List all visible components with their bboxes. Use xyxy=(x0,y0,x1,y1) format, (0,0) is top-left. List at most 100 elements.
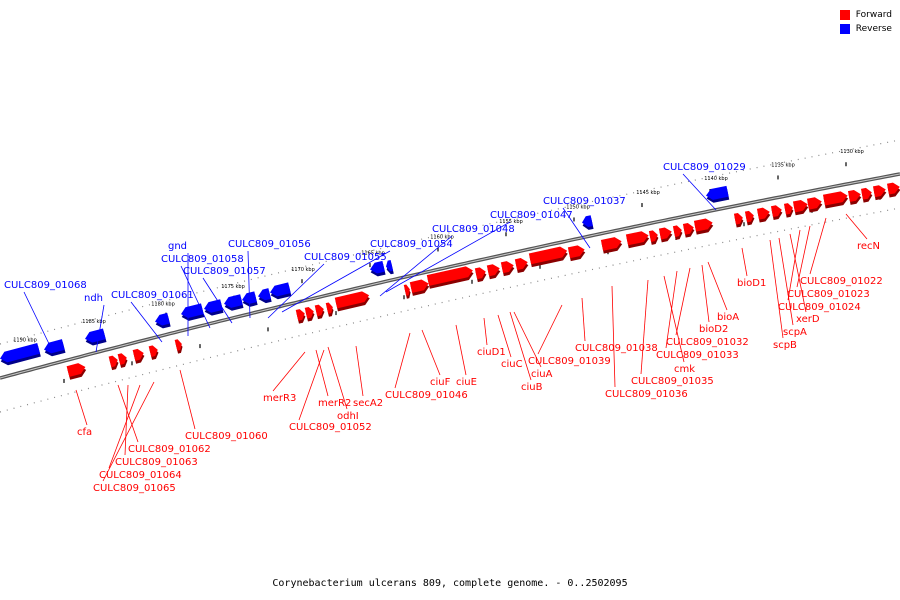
forward-gene-label: ciuF xyxy=(430,377,451,388)
forward-leader-line xyxy=(537,304,563,355)
forward-leader-line xyxy=(315,349,329,397)
forward-gene-label: CULC809_01023 xyxy=(787,289,870,300)
reverse-leader-line xyxy=(385,221,511,293)
forward-gene-label: CULC809_01060 xyxy=(185,431,268,442)
forward-gene-label: bioA xyxy=(717,312,739,323)
forward-gene-arrow xyxy=(672,225,683,240)
forward-leader-line xyxy=(663,275,685,363)
gene-arrow-body xyxy=(66,363,86,377)
gene-arrow-body xyxy=(295,309,305,321)
gene-arrow-body xyxy=(44,339,65,354)
forward-leader-line xyxy=(509,311,532,381)
gene-arrow-body xyxy=(224,294,243,308)
reverse-leader-line xyxy=(281,250,391,313)
forward-gene-arrow xyxy=(426,266,474,289)
forward-gene-arrow xyxy=(822,191,849,209)
reverse-gene-label: CULC809_01055 xyxy=(304,252,387,263)
gene-arrow-body xyxy=(108,355,118,368)
kbp-label: 1135 kbp xyxy=(771,162,795,168)
forward-leader-line xyxy=(581,297,586,342)
forward-gene-label: merR3 xyxy=(263,393,296,404)
forward-gene-label: recN xyxy=(857,241,880,252)
forward-gene-arrow xyxy=(658,227,673,243)
forward-gene-arrow xyxy=(792,200,809,216)
gene-arrow-body xyxy=(567,245,585,259)
forward-leader-line xyxy=(327,346,348,410)
reverse-gene-arrow xyxy=(155,312,171,329)
forward-gene-arrow xyxy=(682,222,695,238)
gene-arrow-body xyxy=(693,218,713,232)
kbp-label: 1165 kbp xyxy=(361,250,385,256)
gene-arrow-body xyxy=(886,182,900,195)
reverse-gene-arrow xyxy=(582,215,594,230)
forward-swatch xyxy=(839,10,850,20)
reverse-gene-label: CULC809_01054 xyxy=(370,239,453,250)
forward-gene-arrow xyxy=(744,210,755,226)
gene-arrow-body xyxy=(117,353,127,365)
forward-gene-arrow xyxy=(304,306,315,322)
gene-arrow-body xyxy=(370,260,385,274)
gene-arrow-body xyxy=(672,225,682,237)
reverse-gene-label: CULC809_01037 xyxy=(543,196,626,207)
forward-leader-line xyxy=(272,351,306,392)
reverse-gene-label: CULC809_01029 xyxy=(663,162,746,173)
forward-gene-label: cmk xyxy=(674,364,695,375)
forward-leader-line xyxy=(108,384,141,469)
forward-leader-line xyxy=(611,285,616,388)
reverse-gene-label: CULC809_01058 xyxy=(161,254,244,265)
reverse-leader-line xyxy=(95,304,105,353)
forward-gene-arrow xyxy=(403,284,411,299)
forward-gene-arrow xyxy=(132,348,145,364)
forward-gene-label: CULC809_01065 xyxy=(93,483,176,494)
forward-gene-label: CULC809_01022 xyxy=(800,276,883,287)
forward-gene-label: scpB xyxy=(773,340,797,351)
forward-leader-line xyxy=(513,311,542,368)
forward-leader-line xyxy=(421,329,441,376)
gene-arrow-body xyxy=(258,288,271,301)
gene-arrow-body xyxy=(806,197,822,210)
forward-gene-arrow xyxy=(756,207,771,223)
forward-gene-label: bioD2 xyxy=(699,324,728,335)
forward-gene-arrow xyxy=(567,245,586,262)
forward-leader-line xyxy=(179,369,196,430)
forward-gene-label: cfa xyxy=(77,427,92,438)
forward-leader-line xyxy=(102,381,155,482)
legend-reverse: Reverse xyxy=(839,22,892,36)
forward-leader-line xyxy=(769,239,784,339)
gene-arrow-body xyxy=(514,258,528,271)
forward-gene-label: CULC809_01062 xyxy=(128,444,211,455)
forward-gene-label: CULC809_01046 xyxy=(385,390,468,401)
kbp-label: 1145 kbp xyxy=(636,190,660,196)
gene-arrow-body xyxy=(85,328,106,343)
forward-leader-line xyxy=(845,213,868,240)
gene-arrow-body xyxy=(426,266,473,286)
forward-gene-arrow xyxy=(847,189,862,205)
forward-gene-arrow xyxy=(474,267,487,283)
gene-arrow-body xyxy=(582,215,593,227)
gene-arrow-body xyxy=(744,210,754,223)
forward-leader-line xyxy=(741,247,748,277)
forward-gene-arrow xyxy=(325,302,334,317)
gene-arrow-body xyxy=(847,189,861,202)
reverse-leader-line xyxy=(562,207,591,249)
forward-gene-arrow xyxy=(600,237,623,254)
scale-dotted-lower xyxy=(0,207,900,413)
forward-gene-label: CULC809_01035 xyxy=(631,376,714,387)
forward-gene-arrow xyxy=(295,309,306,324)
kbp-label: 1140 kbp xyxy=(704,176,728,182)
gene-arrow-body xyxy=(682,222,694,235)
reverse-gene-arrow xyxy=(0,342,41,366)
gene-arrow-body xyxy=(770,205,782,218)
gene-arrow-body xyxy=(474,267,486,280)
reverse-gene-label: CULC809_01068 xyxy=(4,280,87,291)
reverse-gene-label: CULC809_01047 xyxy=(490,210,573,221)
forward-gene-label: CULC809_01052 xyxy=(289,422,372,433)
forward-leader-line xyxy=(787,229,801,301)
reverse-gene-label: ndh xyxy=(84,293,103,304)
forward-gene-label: ciuB xyxy=(521,382,543,393)
reverse-gene-arrow xyxy=(181,303,205,321)
kbp-label: 1130 kbp xyxy=(840,149,864,155)
gene-arrow-body xyxy=(148,345,158,358)
forward-gene-arrow xyxy=(733,213,744,228)
reverse-swatch xyxy=(839,24,850,34)
